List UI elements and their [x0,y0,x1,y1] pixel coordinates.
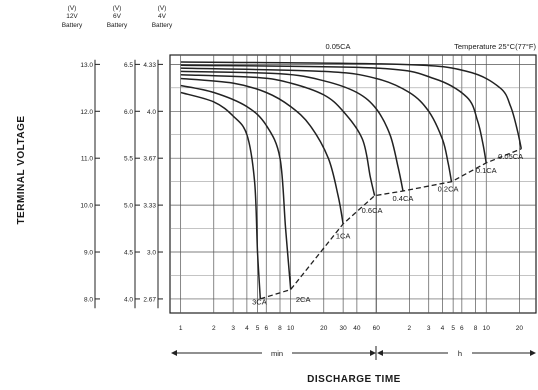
x-group-h: h [458,349,462,358]
x-tick-label: 6 [460,325,464,332]
x-tick-label: 60 [373,325,381,332]
x-tick-label: 5 [256,325,260,332]
series-label-0-6ca: 0.6CA [362,206,383,215]
col-header-4v-label: Battery [152,22,173,29]
col-header-6v-label: Battery [107,22,128,29]
y-axis-title: TERMINAL VOLTAGE [16,115,27,224]
x-tick-labels: 1 2 3 4 5 6 8 10 20 30 40 60 2 3 4 5 6 8 10 20 [179,325,524,332]
y-tick-label: 5.0 [124,203,133,210]
series-label-0-2ca: 0.2CA [438,185,459,194]
x-tick-label: 3 [231,325,235,332]
x-group-min: min [271,349,283,358]
y-tick-label: 6.0 [124,109,133,116]
x-tick-label: 40 [353,325,361,332]
h-arrow-head-right [530,350,536,356]
y-tick-label: 3.33 [143,203,156,210]
x-tick-label: 4 [441,325,445,332]
x-tick-label: 20 [516,325,524,332]
col-header-6v-unit: (V) [113,5,122,12]
plot-frame [169,54,537,314]
col-header-4v-unit: (V) [158,5,167,12]
y-tick-label: 10.0 [80,203,93,210]
x-axis-title: DISCHARGE TIME [307,374,401,385]
y-tick-label: 13.0 [80,62,93,69]
series-line-0-05ca [180,61,523,149]
y-scales: 13.0 12.0 11.0 10.0 9.0 8.0 6.5 6.0 5.5 5.0 4.5 4.0… [80,59,163,309]
series-label-1ca: 1CA [336,232,351,241]
grid [170,55,536,313]
x-tick-label: 8 [474,325,478,332]
col-header-12v-voltage: 12V [66,13,78,20]
series-label-0-05ca: 0.05CA [498,152,523,161]
min-arrow-head-right [370,350,376,356]
x-tick-label: 3 [427,325,431,332]
x-tick-label: 20 [320,325,328,332]
series-line-1ca [180,77,344,225]
y-tick-label: 4.33 [143,62,156,69]
y-tick-label: 6.5 [124,62,133,69]
x-tick-label: 1 [179,325,183,332]
series-lines [180,61,523,299]
y-tick-label: 3.0 [147,250,156,257]
col-header-12v-label: Battery [62,22,83,29]
x-tick-label: 4 [245,325,249,332]
col-header-6v-voltage: 6V [113,13,122,20]
y-tick-label: 5.5 [124,156,133,163]
x-tick-label: 8 [278,325,282,332]
y-tick-label: 8.0 [84,296,93,303]
column-headers: (V) 12V Battery (V) 6V Battery (V) 4V Ba… [62,5,173,29]
y-tick-label: 2.67 [143,296,156,303]
x-tick-label: 30 [340,325,348,332]
y-tick-label: 4.0 [124,296,133,303]
series-label-0-1ca: 0.1CA [476,166,497,175]
y-tick-label: 3.67 [143,156,156,163]
series-line-0-2ca [180,67,453,182]
min-arrow-head-left [171,350,177,356]
x-tick-label: 10 [287,325,295,332]
cutoff-line [260,148,522,300]
y-tick-label: 4.0 [147,109,156,116]
h-arrow-head-left [377,350,383,356]
x-tick-label: 10 [483,325,491,332]
series-label-0-4ca: 0.4CA [393,194,414,203]
series-line-0-4ca [180,70,404,192]
x-tick-label: 6 [264,325,268,332]
temperature-note: Temperature 25°C(77°F) [454,42,536,51]
x-group-arrows: min h [171,346,536,360]
x-tick-label: 2 [212,325,216,332]
series-line-3ca [180,91,262,299]
series-label-3ca: 3CA [252,297,267,306]
series-line-0-1ca [180,64,487,164]
series-label-2ca: 2CA [296,295,311,304]
y-tick-label: 4.5 [124,250,133,257]
x-tick-label: 5 [451,325,455,332]
series-line-0-6ca [180,73,376,196]
y-tick-label: 12.0 [80,109,93,116]
y-tick-label: 11.0 [81,156,94,163]
y-tick-label: 9.0 [84,250,93,257]
x-tick-label: 2 [408,325,412,332]
col-header-12v-unit: (V) [68,5,77,12]
top-series-label: 0.05CA [325,42,350,51]
series-line-2ca [180,84,292,290]
col-header-4v-voltage: 4V [158,13,167,20]
